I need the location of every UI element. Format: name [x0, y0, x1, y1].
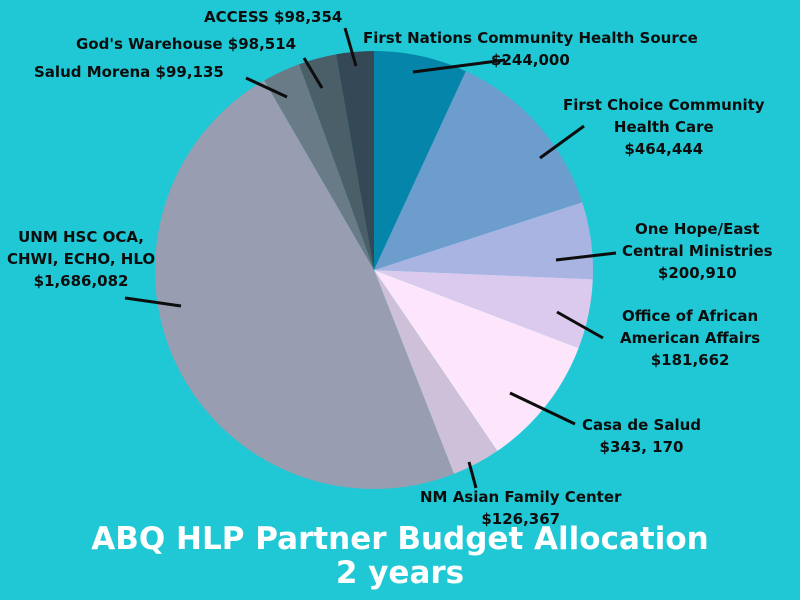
pie-slice-first-nations-community-health-source	[374, 51, 466, 270]
leader-line-first-nations	[412, 58, 506, 74]
pie-slice-casa-de-salud	[374, 270, 579, 451]
chart-subtitle: 2 years	[335, 555, 465, 591]
label-oaaa: Office of African American Affairs $181,…	[620, 307, 761, 369]
label-salud-morena: Salud Morena $99,135	[34, 63, 224, 81]
label-one-hope: One Hope/East Central Ministries $200,91…	[622, 220, 773, 282]
pie-slice-god-s-warehouse	[299, 54, 374, 270]
label-gods-warehouse: God's Warehouse $98,514	[76, 35, 297, 53]
leader-line-unm	[124, 296, 182, 308]
label-casa: Casa de Salud $343, 170	[582, 416, 702, 456]
leader-line-access	[343, 27, 358, 67]
chart-title-block: ABQ HLP Partner Budget Allocation 2 year…	[0, 522, 800, 590]
chart-title: ABQ HLP Partner Budget Allocation	[91, 521, 709, 557]
label-first-choice: First Choice Community Health Care $464,…	[563, 96, 765, 158]
pie-slice-nm-asian-family-center	[374, 270, 498, 474]
pie-slice-salud-morena	[264, 64, 374, 271]
pie-slice-first-choice-community-health-care	[374, 71, 583, 270]
leader-line-first-choice	[539, 124, 585, 160]
leader-line-casa	[509, 391, 576, 426]
leader-line-gods	[302, 57, 324, 89]
pie-slice-unm-hsc-oca-chwi-echo-hlo	[154, 80, 454, 490]
leader-line-oaaa	[556, 310, 604, 340]
label-first-nations: First Nations Community Health Source $2…	[363, 29, 698, 69]
leader-line-salud	[245, 76, 288, 99]
pie-slice-access	[335, 51, 374, 270]
label-access: ACCESS $98,354	[204, 8, 343, 26]
leader-line-one-hope	[555, 251, 617, 262]
label-unm: UNM HSC OCA, CHWI, ECHO, HLO $1,686,082	[7, 228, 156, 290]
label-nm-asian: NM Asian Family Center $126,367	[420, 488, 622, 528]
leader-line-nm-asian	[467, 461, 478, 489]
pie-slice-one-hope-east-central-ministries	[374, 202, 594, 280]
pie-slice-office-of-african-american-affairs	[374, 270, 593, 349]
